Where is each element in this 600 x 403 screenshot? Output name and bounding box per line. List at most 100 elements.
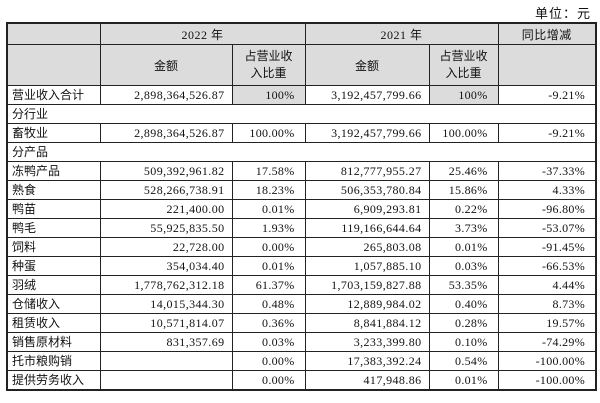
amount-2021-cell: 506,353,780.84 [304,180,430,200]
section-label-cell: 分行业 [6,104,597,124]
pct-2021-cell: 0.54% [428,351,499,371]
pct-2021-cell: 0.28% [428,313,499,333]
amount-2022-cell: 55,925,835.50 [99,218,233,238]
pct-2022-cell: 0.00% [231,370,306,391]
row-label-cell: 营业收入合计 [6,85,101,105]
header-amount-2021: 金额 [304,44,430,86]
yoy-cell: 4.33% [497,180,597,200]
row-label-cell: 销售原材料 [6,332,101,352]
pct-2021-cell: 0.40% [428,294,499,314]
amount-2022-cell: 22,728.00 [99,237,233,257]
row-label-cell: 种蛋 [6,256,101,276]
pct-2022-cell: 1.93% [231,218,306,238]
row-label-cell: 租赁收入 [6,313,101,333]
table-row: 饲料 22,728.00 0.00% 265,803.08 0.01% -91.45% [6,237,597,257]
amount-2021-cell: 8,841,884.12 [304,313,430,333]
row-label-cell: 饲料 [6,237,101,257]
yoy-cell: -53.07% [497,218,597,238]
pct-2021-cell: 53.35% [428,275,499,295]
row-label-cell: 提供劳务收入 [6,370,101,391]
section-row: 分行业 [6,104,597,124]
table-row: 羽绒 1,778,762,312.18 61.37% 1,703,159,827.88… [6,275,597,295]
section-label-cell: 分产品 [6,142,597,162]
row-label-cell: 托市粮购销 [6,351,101,371]
table-row: 仓储收入 14,015,344.30 0.48% 12,889,984.02 0.40%… [6,294,597,314]
pct-2022-cell: 61.37% [231,275,306,295]
pct-2021-cell: 3.73% [428,218,499,238]
pct-2021-cell: 0.22% [428,199,499,219]
header-amount-2022: 金额 [99,44,233,86]
pct-2022-cell: 0.00% [231,237,306,257]
header-blank-corner [6,22,101,45]
revenue-breakdown-table: 2022 年 2021 年 同比增减 金额 占营业收入比重 金额 占营业收入比重… [6,22,598,391]
pct-2021-cell: 0.10% [428,332,499,352]
amount-2021-cell: 3,192,457,799.66 [304,85,430,105]
table-row: 冻鸭产品 509,392,961.82 17.58% 812,777,955.27 25… [6,161,597,181]
row-label-cell: 熟食 [6,180,101,200]
table-row: 营业收入合计 2,898,364,526.87 100% 3,192,457,799.… [6,85,597,105]
yoy-cell: 19.57% [497,313,597,333]
amount-2021-cell: 812,777,955.27 [304,161,430,181]
header-row-years: 2022 年 2021 年 同比增减 [6,22,597,45]
header-blank-label [6,44,101,86]
pct-2021-cell: 0.03% [428,256,499,276]
pct-2021-cell: 0.01% [428,370,499,391]
amount-2021-cell: 265,803.08 [304,237,430,257]
pct-2021-cell: 100% [428,85,499,105]
table-row: 托市粮购销 0.00% 17,383,392.24 0.54% -100.00% [6,351,597,371]
row-label-cell: 冻鸭产品 [6,161,101,181]
pct-2022-cell: 18.23% [231,180,306,200]
amount-2021-cell: 1,703,159,827.88 [304,275,430,295]
pct-2022-cell: 17.58% [231,161,306,181]
row-label-cell: 鸭毛 [6,218,101,238]
header-row-subcolumns: 金额 占营业收入比重 金额 占营业收入比重 [6,44,597,86]
row-label-cell: 羽绒 [6,275,101,295]
amount-2022-cell: 2,898,364,526.87 [99,123,233,143]
pct-2022-cell: 0.01% [231,199,306,219]
header-pct-2021: 占营业收入比重 [428,44,499,86]
amount-2021-cell: 417,948.86 [304,370,430,391]
pct-2021-cell: 15.86% [428,180,499,200]
header-2022: 2022 年 [99,22,306,45]
row-label-cell: 鸭苗 [6,199,101,219]
yoy-cell: -66.53% [497,256,597,276]
amount-2021-cell: 6,909,293.81 [304,199,430,219]
amount-2021-cell: 17,383,392.24 [304,351,430,371]
yoy-cell: 4.44% [497,275,597,295]
table-row: 熟食 528,266,738.91 18.23% 506,353,780.84 15.8… [6,180,597,200]
amount-2022-cell: 831,357.69 [99,332,233,352]
yoy-cell: -100.00% [497,370,597,391]
table-row: 销售原材料 831,357.69 0.03% 3,233,399.80 0.10% -74… [6,332,597,352]
pct-2021-cell: 100.00% [428,123,499,143]
yoy-cell: -100.00% [497,351,597,371]
section-row: 分产品 [6,142,597,162]
amount-2022-cell [99,370,233,391]
yoy-cell: 8.73% [497,294,597,314]
pct-2022-cell: 0.00% [231,351,306,371]
header-blank-yoy-sub [497,44,597,86]
header-2021: 2021 年 [304,22,499,45]
amount-2021-cell: 119,166,644.64 [304,218,430,238]
yoy-cell: -9.21% [497,123,597,143]
pct-2022-cell: 100% [231,85,306,105]
amount-2022-cell: 221,400.00 [99,199,233,219]
yoy-cell: -37.33% [497,161,597,181]
amount-2022-cell: 1,778,762,312.18 [99,275,233,295]
table-row: 提供劳务收入 0.00% 417,948.86 0.01% -100.00% [6,370,597,391]
amount-2022-cell: 2,898,364,526.87 [99,85,233,105]
yoy-cell: -74.29% [497,332,597,352]
amount-2021-cell: 12,889,984.02 [304,294,430,314]
amount-2022-cell: 10,571,814.07 [99,313,233,333]
pct-2022-cell: 0.03% [231,332,306,352]
header-pct-2022-text: 占营业收入比重 [244,48,293,80]
pct-2021-cell: 0.01% [428,237,499,257]
row-label-cell: 畜牧业 [6,123,101,143]
table-row: 鸭毛 55,925,835.50 1.93% 119,166,644.64 3.73% -… [6,218,597,238]
amount-2022-cell: 14,015,344.30 [99,294,233,314]
yoy-cell: -9.21% [497,85,597,105]
amount-2021-cell: 3,192,457,799.66 [304,123,430,143]
pct-2022-cell: 0.01% [231,256,306,276]
table-row: 租赁收入 10,571,814.07 0.36% 8,841,884.12 0.28% 1… [6,313,597,333]
amount-2022-cell [99,351,233,371]
table-body: 营业收入合计 2,898,364,526.87 100% 3,192,457,799.… [6,85,597,391]
